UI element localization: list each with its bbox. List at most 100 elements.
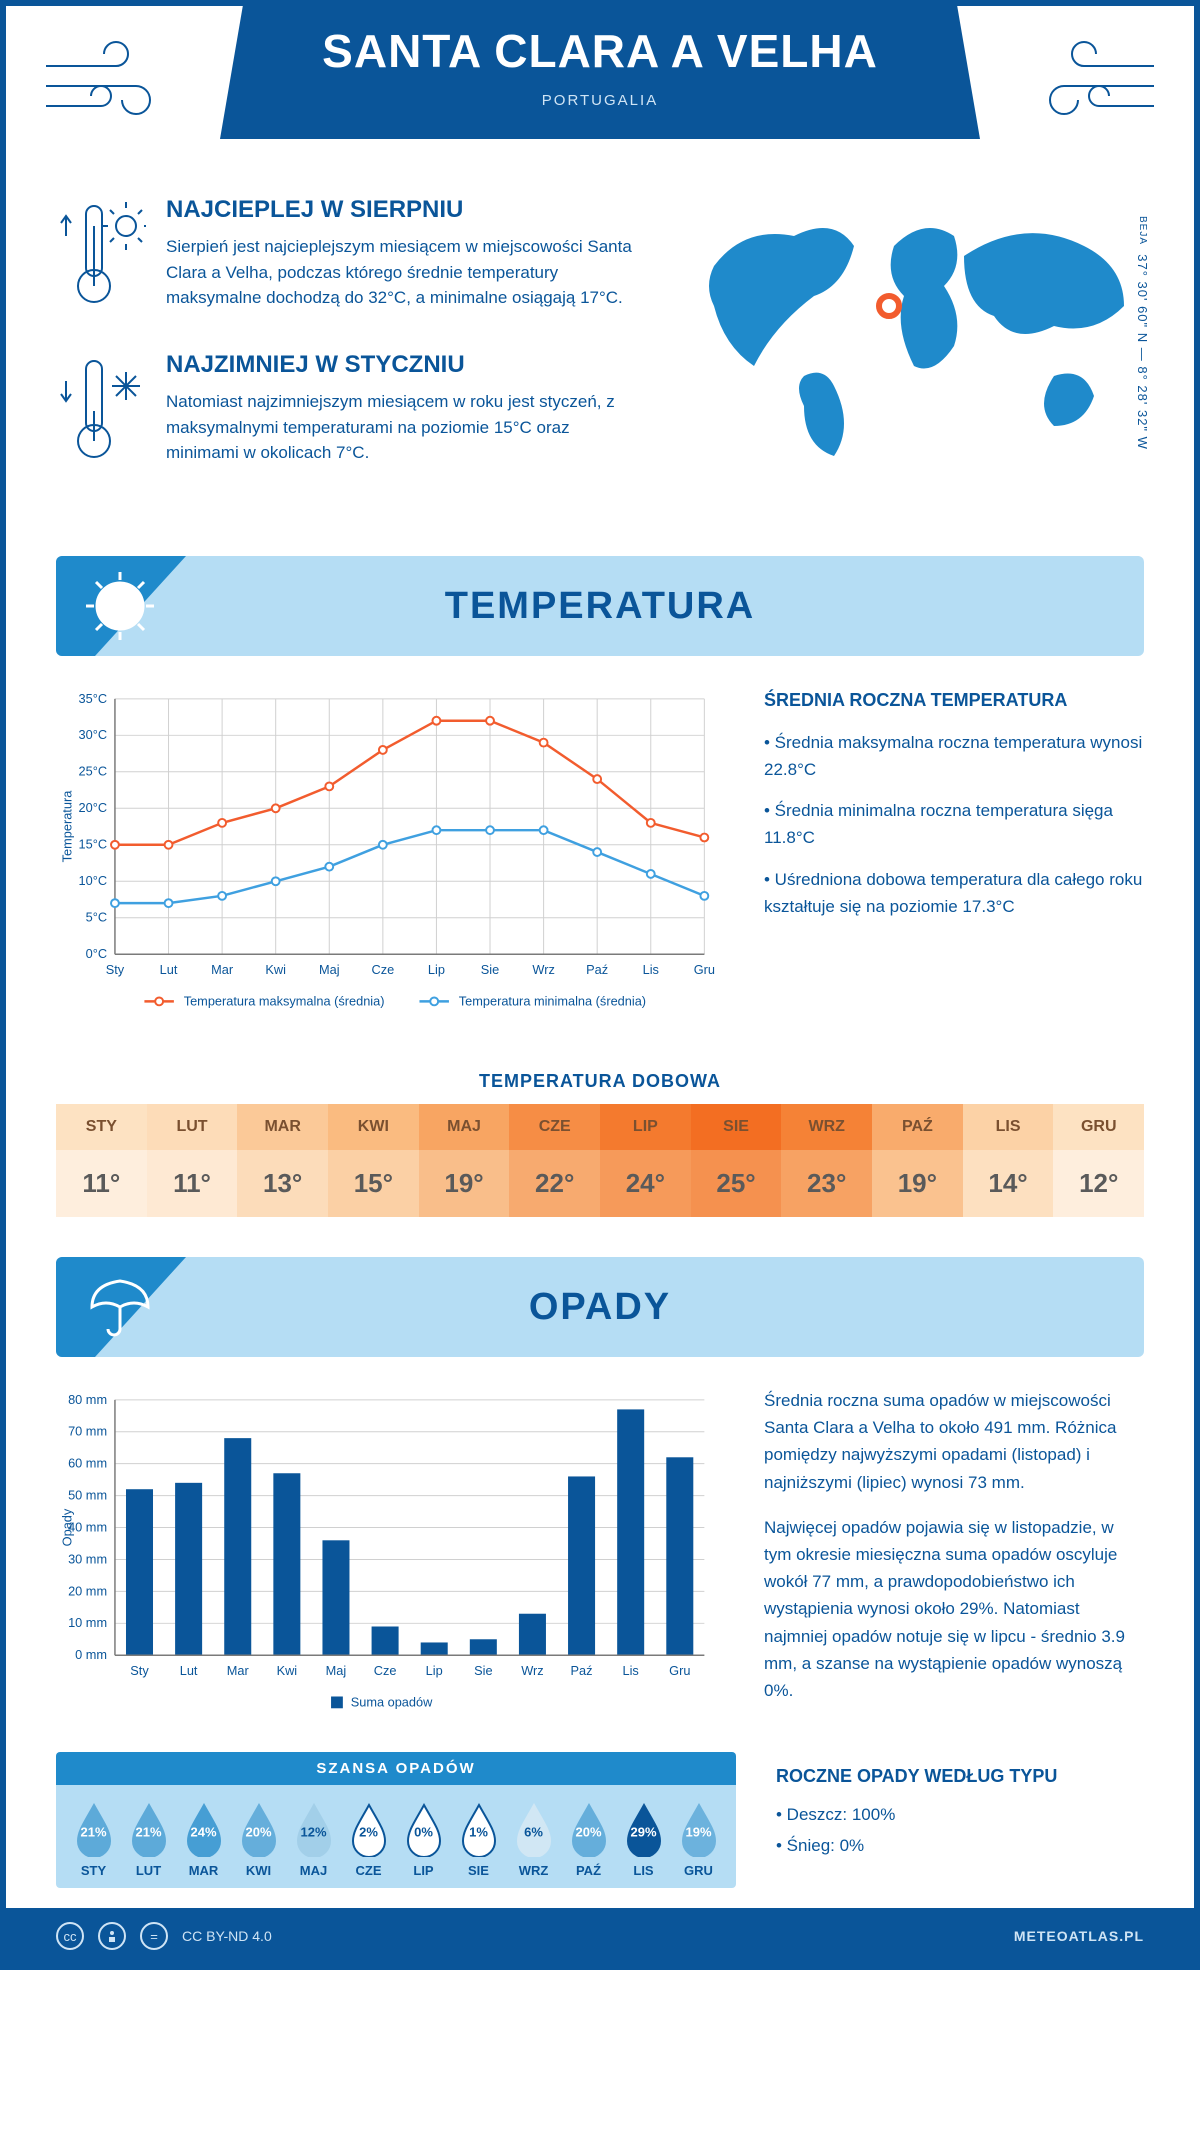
temperature-line-chart: 0°C5°C10°C15°C20°C25°C30°C35°CStyLutMarK… <box>56 686 724 1031</box>
chance-month-label: MAR <box>182 1863 226 1878</box>
chance-month-label: CZE <box>347 1863 391 1878</box>
chance-percent: 20% <box>245 1824 271 1839</box>
by-icon <box>98 1922 126 1950</box>
svg-text:Wrz: Wrz <box>532 962 554 977</box>
page-footer: cc = CC BY-ND 4.0 METEOATLAS.PL <box>6 1908 1194 1964</box>
hottest-body: Sierpień jest najcieplejszym miesiącem w… <box>166 234 634 311</box>
svg-text:50 mm: 50 mm <box>68 1488 107 1503</box>
raindrop-icon: 20% <box>237 1801 281 1857</box>
svg-text:60 mm: 60 mm <box>68 1456 107 1471</box>
chance-percent: 6% <box>524 1824 543 1839</box>
svg-text:70 mm: 70 mm <box>68 1424 107 1439</box>
chance-percent: 21% <box>135 1824 161 1839</box>
thermometer-sun-icon <box>56 196 146 321</box>
chance-column: 20%KWI <box>237 1801 281 1878</box>
chance-percent: 12% <box>300 1824 326 1839</box>
chance-month-label: LIP <box>402 1863 446 1878</box>
svg-text:Gru: Gru <box>694 962 715 977</box>
precip-summary-line: Najwięcej opadów pojawia się w listopadz… <box>764 1514 1144 1704</box>
raindrop-icon: 21% <box>127 1801 171 1857</box>
daily-temp-value: 25° <box>691 1150 782 1217</box>
daily-temp-value: 19° <box>872 1150 963 1217</box>
svg-text:20°C: 20°C <box>79 800 108 815</box>
svg-text:Lip: Lip <box>426 1663 443 1678</box>
chance-percent: 0% <box>414 1824 433 1839</box>
svg-text:10 mm: 10 mm <box>68 1615 107 1630</box>
chance-percent: 20% <box>575 1824 601 1839</box>
coordinates-label: BEJA 37° 30' 60" N — 8° 28' 32" W <box>1135 216 1150 450</box>
chance-month-label: PAŹ <box>567 1863 611 1878</box>
temperature-heading: TEMPERATURA <box>56 585 1144 628</box>
precipitation-summary-text: Średnia roczna suma opadów w miejscowośc… <box>764 1387 1144 1732</box>
svg-text:Opady: Opady <box>60 1508 75 1546</box>
cc-icon: cc <box>56 1922 84 1950</box>
precipitation-bar-chart: 0 mm10 mm20 mm30 mm40 mm50 mm60 mm70 mm8… <box>56 1387 724 1732</box>
precipitation-heading: OPADY <box>56 1286 1144 1329</box>
temp-summary-heading: ŚREDNIA ROCZNA TEMPERATURA <box>764 686 1144 715</box>
wind-icon <box>36 36 166 126</box>
daily-temp-value: 15° <box>328 1150 419 1217</box>
svg-text:Gru: Gru <box>669 1663 690 1678</box>
chance-percent: 21% <box>80 1824 106 1839</box>
svg-text:Mar: Mar <box>227 1663 250 1678</box>
chance-month-label: LIS <box>622 1863 666 1878</box>
chance-column: 24% MAR <box>182 1801 226 1878</box>
daily-temp-value: 19° <box>419 1150 510 1217</box>
license-label: CC BY-ND 4.0 <box>182 1928 272 1944</box>
daily-temp-value: 14° <box>963 1150 1054 1217</box>
svg-text:0 mm: 0 mm <box>75 1647 107 1662</box>
chance-month-label: GRU <box>677 1863 721 1878</box>
svg-text:Temperatura maksymalna (średni: Temperatura maksymalna (średnia) <box>184 993 385 1008</box>
daily-temp-column: LIS14° <box>963 1104 1054 1217</box>
chance-percent: 24% <box>190 1824 216 1839</box>
precipitation-chance-panel: SZANSA OPADÓW 21%STY21%LUT24%MAR20%KWI12… <box>56 1752 736 1888</box>
daily-temp-value: 22° <box>509 1150 600 1217</box>
daily-temp-column: LUT11° <box>147 1104 238 1217</box>
svg-text:Lut: Lut <box>160 962 178 977</box>
svg-text:25°C: 25°C <box>79 764 108 779</box>
raindrop-icon: 29% <box>622 1801 666 1857</box>
daily-temp-month: GRU <box>1053 1104 1144 1150</box>
daily-temp-value: 13° <box>237 1150 328 1217</box>
svg-text:30°C: 30°C <box>79 727 108 742</box>
raindrop-icon: 1% <box>457 1801 501 1857</box>
raindrop-icon: 2% <box>347 1801 391 1857</box>
thermometer-snow-icon <box>56 351 146 476</box>
daily-temp-value: 12° <box>1053 1150 1144 1217</box>
chance-percent: 2% <box>359 1824 378 1839</box>
daily-temp-value: 11° <box>56 1150 147 1217</box>
svg-text:0°C: 0°C <box>86 946 107 961</box>
daily-temp-month: LUT <box>147 1104 238 1150</box>
hottest-title: NAJCIEPLEJ W SIERPNIU <box>166 196 634 224</box>
precipitation-type-block: ROCZNE OPADY WEDŁUG TYPU • Deszcz: 100% … <box>776 1752 1144 1888</box>
daily-temp-month: MAJ <box>419 1104 510 1150</box>
daily-temp-month: STY <box>56 1104 147 1150</box>
page-header: SANTA CLARA A VELHA PORTUGALIA <box>6 6 1194 186</box>
daily-temp-value: 23° <box>781 1150 872 1217</box>
temperature-summary-text: ŚREDNIA ROCZNA TEMPERATURA • Średnia mak… <box>764 686 1144 1031</box>
daily-temp-column: GRU12° <box>1053 1104 1144 1217</box>
coldest-title: NAJZIMNIEJ W STYCZNIU <box>166 351 634 379</box>
raindrop-icon: 12% <box>292 1801 336 1857</box>
svg-text:15°C: 15°C <box>79 837 108 852</box>
hottest-block: NAJCIEPLEJ W SIERPNIU Sierpień jest najc… <box>56 196 634 321</box>
chance-percent: 29% <box>630 1824 656 1839</box>
svg-text:Mar: Mar <box>211 962 234 977</box>
daily-temp-column: LIP24° <box>600 1104 691 1217</box>
svg-text:Kwi: Kwi <box>265 962 286 977</box>
chance-month-label: SIE <box>457 1863 501 1878</box>
precip-summary-line: Średnia roczna suma opadów w miejscowośc… <box>764 1387 1144 1496</box>
svg-text:Cze: Cze <box>372 962 395 977</box>
daily-temp-column: WRZ23° <box>781 1104 872 1217</box>
raindrop-icon: 0% <box>402 1801 446 1857</box>
title-banner: SANTA CLARA A VELHA PORTUGALIA <box>220 6 980 139</box>
daily-temp-value: 11° <box>147 1150 238 1217</box>
nd-icon: = <box>140 1922 168 1950</box>
daily-temperature-table: STY11°LUT11°MAR13°KWI15°MAJ19°CZE22°LIP2… <box>56 1104 1144 1217</box>
daily-temp-month: WRZ <box>781 1104 872 1150</box>
daily-temp-month: LIS <box>963 1104 1054 1150</box>
coldest-body: Natomiast najzimniejszym miesiącem w rok… <box>166 389 634 466</box>
temp-summary-line: • Średnia maksymalna roczna temperatura … <box>764 729 1144 783</box>
daily-temp-month: MAR <box>237 1104 328 1150</box>
chance-column: 6%WRZ <box>512 1801 556 1878</box>
